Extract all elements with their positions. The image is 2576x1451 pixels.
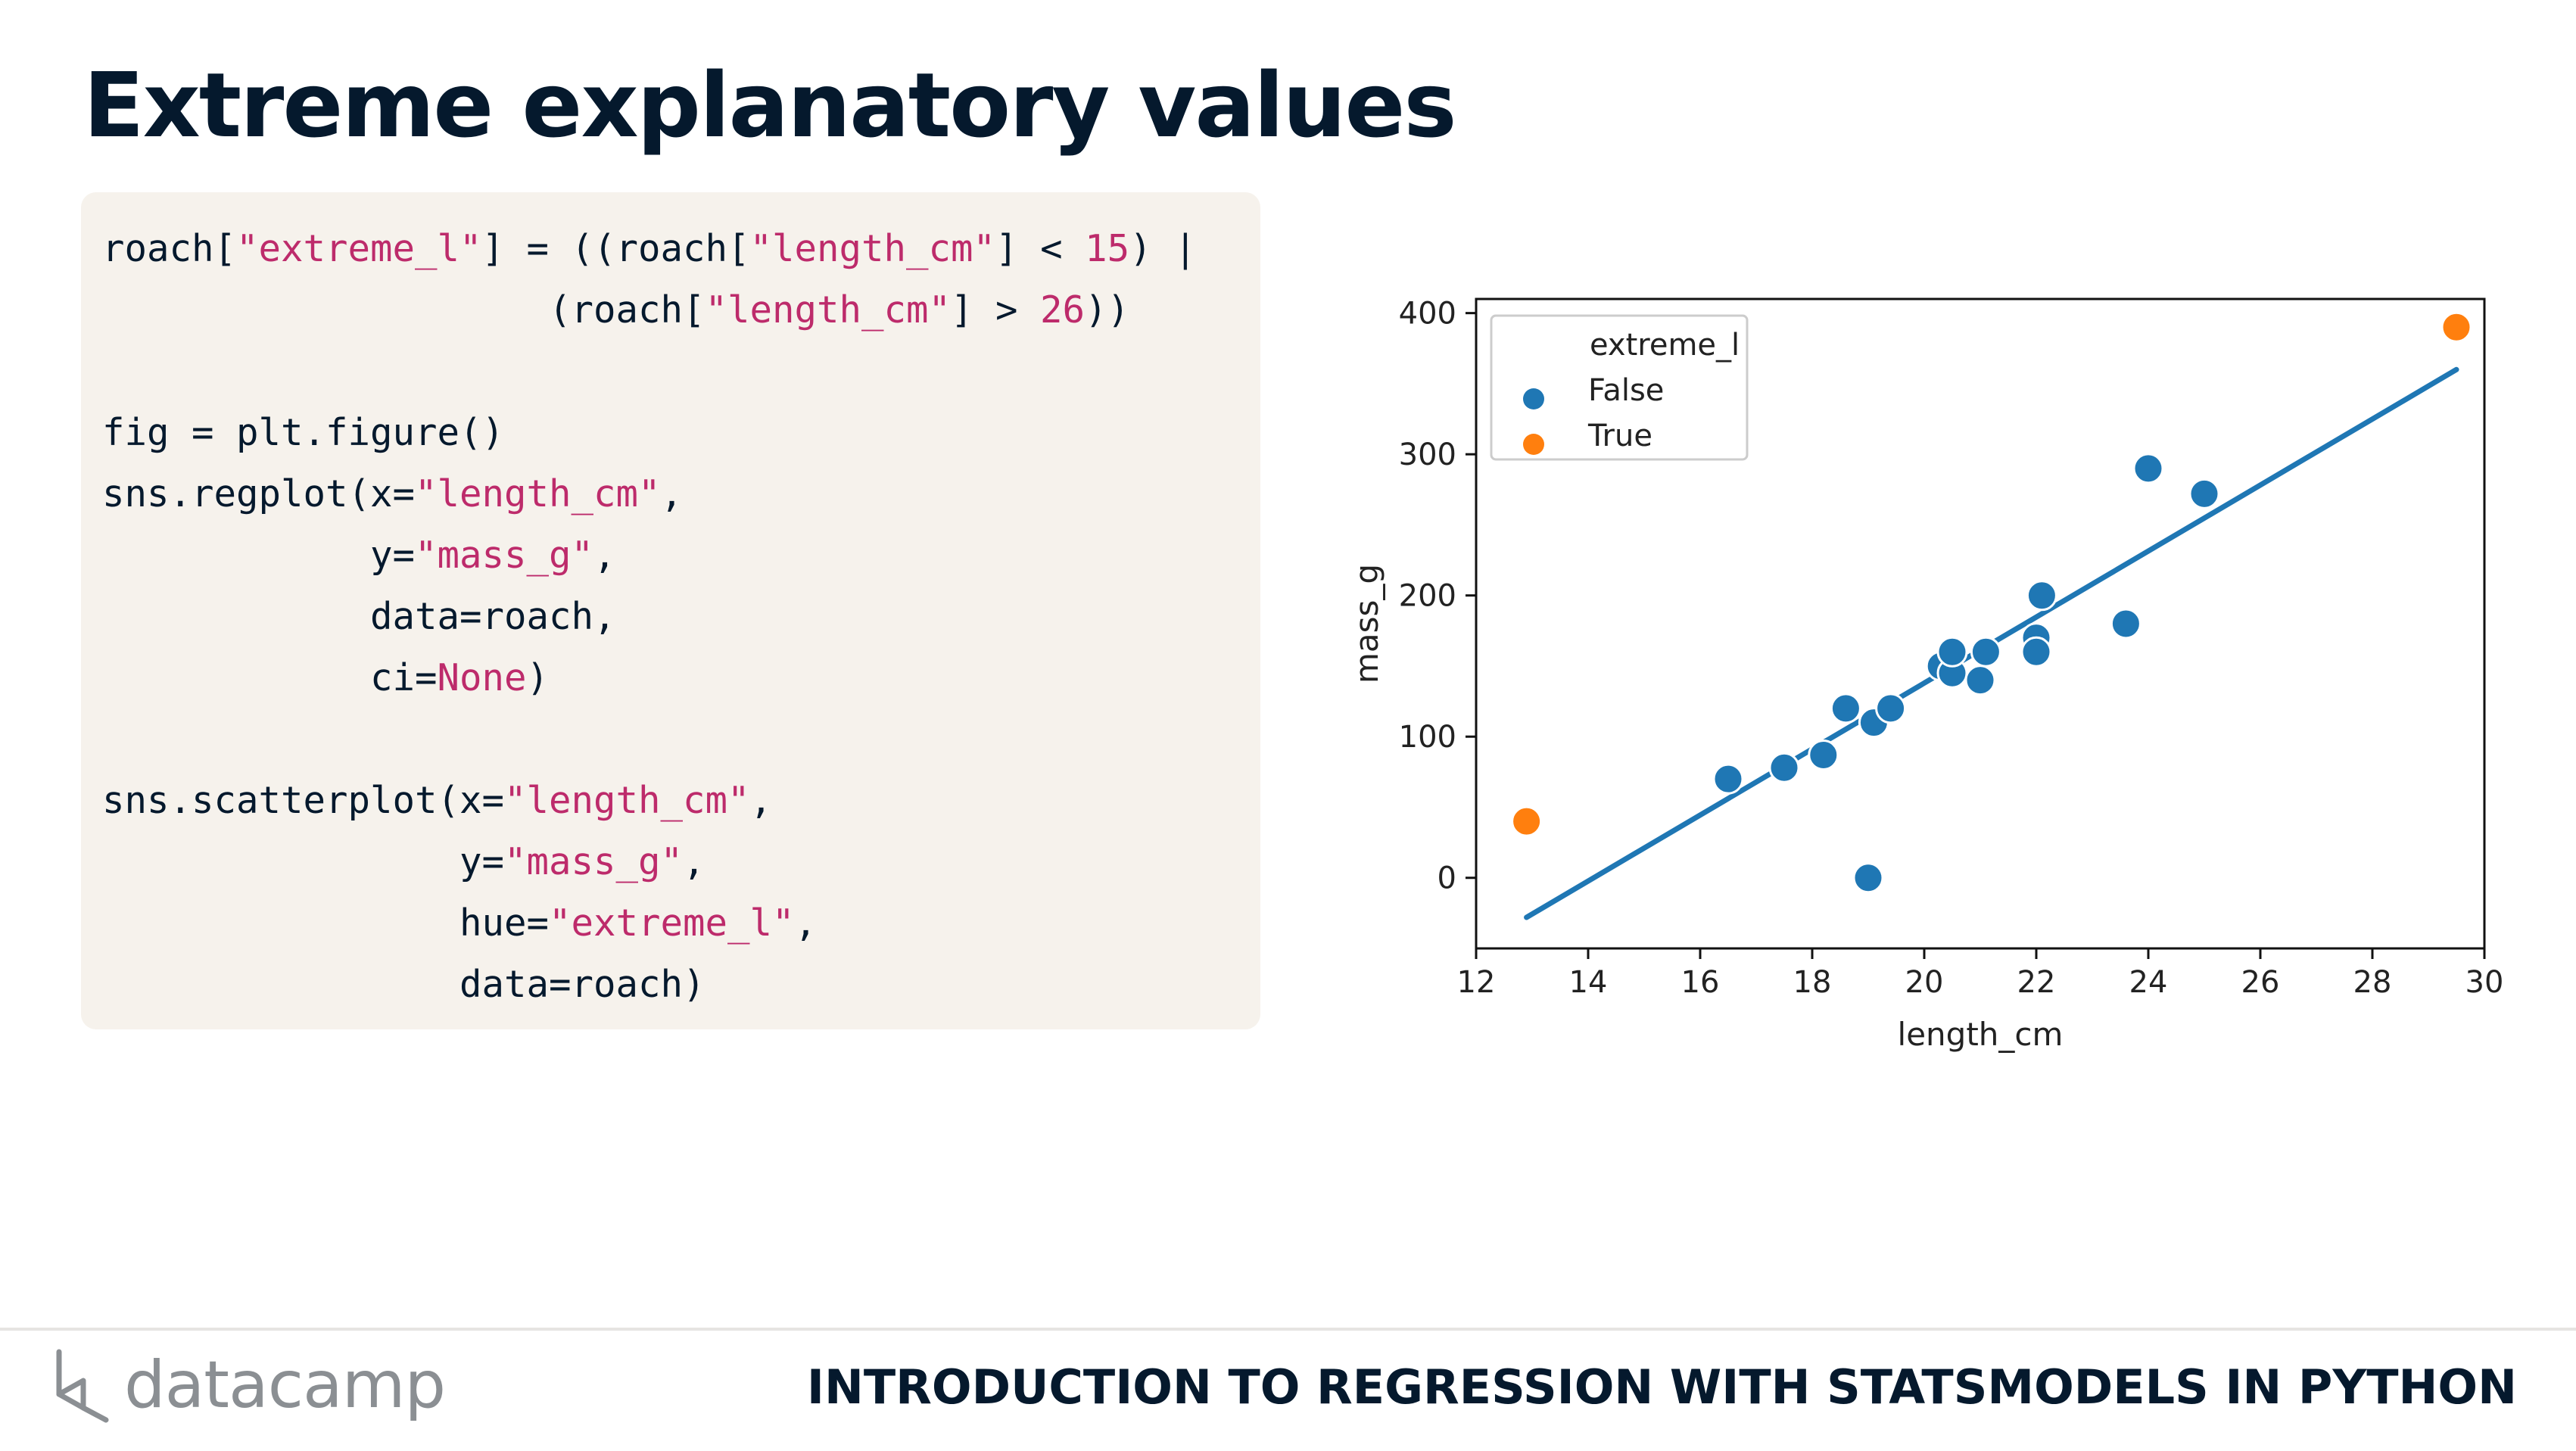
data-point [1830,693,1861,724]
brand-name: datacamp [124,1347,446,1423]
code-line: ci=None) [102,647,1260,708]
code-line: data=roach, [102,586,1260,647]
code-token: 26 [1040,288,1086,332]
data-point [1852,862,1884,894]
code-token: ] > [951,288,1041,332]
code-token: data=roach) [102,963,706,1006]
legend-label: False [1588,373,1664,408]
code-token: "mass_g" [504,840,684,883]
code-token: "length_cm" [749,227,996,270]
code-line: roach["extreme_l"] = ((roach["length_cm"… [102,218,1260,279]
code-token: roach[ [102,227,237,270]
x-tick-label: 22 [2017,965,2056,1000]
x-tick-label: 14 [1569,965,1608,1000]
code-token: , [683,840,706,883]
code-token: sns.scatterplot(x= [102,779,505,822]
code-line: y="mass_g", [102,831,1260,892]
code-line: sns.regplot(x="length_cm", [102,463,1260,525]
code-token: "extreme_l" [549,901,795,945]
code-token: , [794,901,818,945]
x-axis-label: length_cm [1898,1016,2064,1053]
data-point [2110,608,2141,640]
data-point [2020,636,2052,668]
data-point [2188,478,2220,509]
code-token: "mass_g" [415,534,594,577]
data-point [1964,665,1996,696]
legend-marker [1523,388,1544,409]
code-token: None [437,656,527,699]
x-tick-label: 30 [2465,965,2504,1000]
code-token: , [749,779,773,822]
code-token: y= [102,840,505,883]
y-tick-label: 300 [1399,437,1456,472]
data-point [1712,763,1744,795]
x-tick-label: 16 [1681,965,1720,1000]
code-token: ] < [995,227,1086,270]
y-tick-label: 200 [1399,579,1456,614]
y-axis-label: mass_g [1348,564,1385,683]
x-tick-label: 28 [2353,965,2392,1000]
code-token: "length_cm" [504,779,750,822]
code-token: fig = plt.figure() [102,411,505,454]
code-token: ci= [102,656,438,699]
footer-divider [0,1328,2576,1331]
x-tick-label: 18 [1793,965,1832,1000]
code-line: (roach["length_cm"] > 26)) [102,279,1260,341]
y-tick-label: 0 [1438,861,1456,896]
x-tick-label: 12 [1457,965,1496,1000]
code-token: "length_cm" [415,472,661,515]
code-token: , [660,472,684,515]
code-token: ) | [1129,227,1197,270]
data-point [2026,580,2057,612]
code-token: (roach[ [102,288,706,332]
code-token: ) [526,656,550,699]
data-point [1768,752,1800,783]
y-tick-label: 100 [1399,720,1456,755]
code-token: data=roach, [102,595,616,638]
legend-title: extreme_l [1590,328,1740,363]
code-line: data=roach) [102,954,1260,1015]
code-line: ​ [102,708,1260,770]
data-point [1808,739,1839,771]
code-line: sns.scatterplot(x="length_cm", [102,770,1260,831]
code-token: ] = ((roach[ [481,227,750,270]
legend-label: True [1587,419,1652,453]
code-token: hue= [102,901,550,945]
scatter-chart: 12 14 16 18 20 22 24 26 28 300100200300400length_… [1348,297,2504,1053]
code-token: )) [1085,288,1130,332]
data-point [1875,693,1907,724]
data-point [2441,311,2472,343]
datacamp-logo: datacamp [53,1347,446,1423]
code-token: y= [102,534,416,577]
code-block: roach["extreme_l"] = ((roach["length_cm"… [81,192,1260,1029]
slide-title: Extreme explanatory values [83,53,1457,157]
y-tick-label: 400 [1399,297,1456,332]
x-tick-label: 20 [1905,965,1944,1000]
code-token: "extreme_l" [236,227,482,270]
data-point [1511,805,1543,837]
course-title: INTRODUCTION TO REGRESSION WITH STATSMOD… [806,1359,2517,1415]
data-point [1936,636,1968,668]
datacamp-logo-icon [56,1349,109,1423]
plot-frame [1475,297,2486,950]
code-line: fig = plt.figure() [102,402,1260,463]
code-line: y="mass_g", [102,525,1260,586]
code-token: 15 [1085,227,1130,270]
code-line: hue="extreme_l", [102,892,1260,954]
code-token: "length_cm" [705,288,952,332]
data-point [2132,453,2164,484]
x-tick-label: 26 [2241,965,2280,1000]
data-point [1970,636,2001,668]
legend-box [1490,314,1749,461]
code-text: roach["extreme_l"] = ((roach["length_cm"… [81,192,1260,1015]
code-token: , [593,534,616,577]
legend-marker [1523,434,1544,455]
x-tick-label: 24 [2129,965,2168,1000]
code-token: sns.regplot(x= [102,472,416,515]
code-line: ​ [102,341,1260,402]
